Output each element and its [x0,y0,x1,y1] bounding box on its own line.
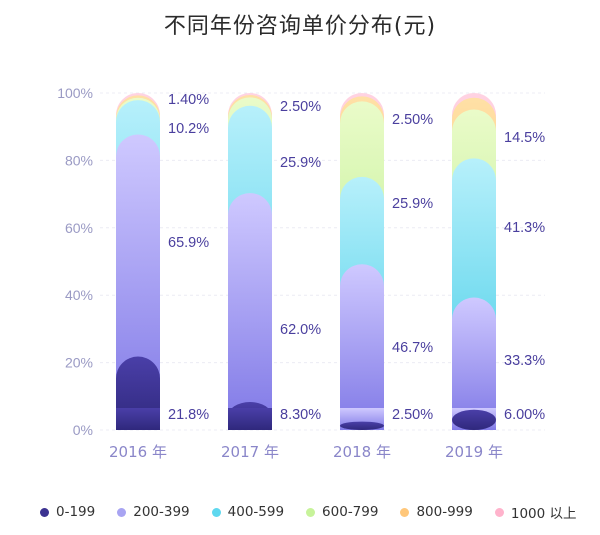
bar-segment-200-399 [228,193,272,430]
y-tick-label: 20% [65,355,93,371]
data-label: 2.50% [280,99,321,115]
data-label: 41.3% [504,220,545,236]
legend-item: 200-399 [117,504,190,520]
bar-segment-base [116,408,160,430]
bar-segment-base [228,408,272,430]
stacked-bar-chart: 0% 20% 40% 60% 80% 100% 21.8% 65.9% 10.2% 1.40% 8… [57,85,545,461]
legend-label: 200-399 [133,504,190,520]
legend-label: 0-199 [56,504,96,520]
legend-item: 800-999 [400,504,473,520]
bar-segment-0-199 [340,421,384,430]
data-label: 21.8% [168,407,209,423]
x-tick-label: 2016 年 [109,443,167,461]
y-tick-label: 80% [65,152,93,168]
data-label: 8.30% [280,407,321,423]
legend-item: 600-799 [306,504,378,520]
legend-label: 1000 以上 [510,506,577,522]
chart-legend: 0-199 200-399 400-599 600-799 800-999 1000 以上 [40,500,580,524]
legend-marker [40,507,49,517]
data-label: 10.2% [168,121,209,137]
bar-segment-200-399 [452,297,496,430]
legend-label: 400-599 [227,504,285,520]
legend-label: 600-799 [322,504,379,520]
y-axis-ticks: 0% 20% 40% 60% 80% 100% [57,85,93,438]
bar-segment-200-399 [116,134,160,431]
x-tick-label: 2019 年 [445,443,503,461]
legend-marker [400,507,410,517]
bar-segment-0-199 [452,409,496,430]
data-label: 65.9% [168,235,209,251]
data-label: 1.40% [168,92,209,108]
data-label: 2.50% [392,407,433,423]
data-label: 6.00% [504,407,545,423]
x-tick-label: 2018 年 [333,443,391,461]
y-tick-label: 100% [57,85,93,101]
data-label: 46.7% [392,340,433,356]
legend-marker [211,507,221,517]
y-tick-label: 0% [73,422,93,438]
data-label: 2.50% [392,112,433,128]
x-tick-label: 2017 年 [221,443,279,461]
bar-stack [452,93,496,431]
bar-stack [340,93,384,431]
legend-marker [117,507,127,517]
legend-item: 400-599 [211,504,285,520]
data-label: 25.9% [280,155,321,171]
grid-lines [100,92,545,431]
data-label: 33.3% [504,353,545,369]
bar-stack [228,93,272,431]
bar-segment-200-399 [340,264,384,430]
data-label: 25.9% [392,196,433,212]
data-labels: 21.8% 65.9% 10.2% 1.40% 8.30% 62.0% 25.9% 2.50%… [168,92,545,423]
legend-item: 1000 以上 [494,502,577,522]
bar-stack [116,93,160,431]
data-label: 62.0% [280,322,321,338]
data-label: 14.5% [504,130,545,146]
legend-label: 800-999 [416,504,473,520]
y-tick-label: 40% [65,287,93,303]
legend-item: 0-199 [40,504,95,520]
x-axis-ticks: 2016 年 2017 年 2018 年 2019 年 [109,443,503,461]
legend-marker [494,507,504,517]
legend-marker [306,507,316,517]
chart-title: 不同年份咨询单价分布(元) [163,14,437,39]
bars [116,93,496,431]
y-tick-label: 60% [65,220,93,236]
